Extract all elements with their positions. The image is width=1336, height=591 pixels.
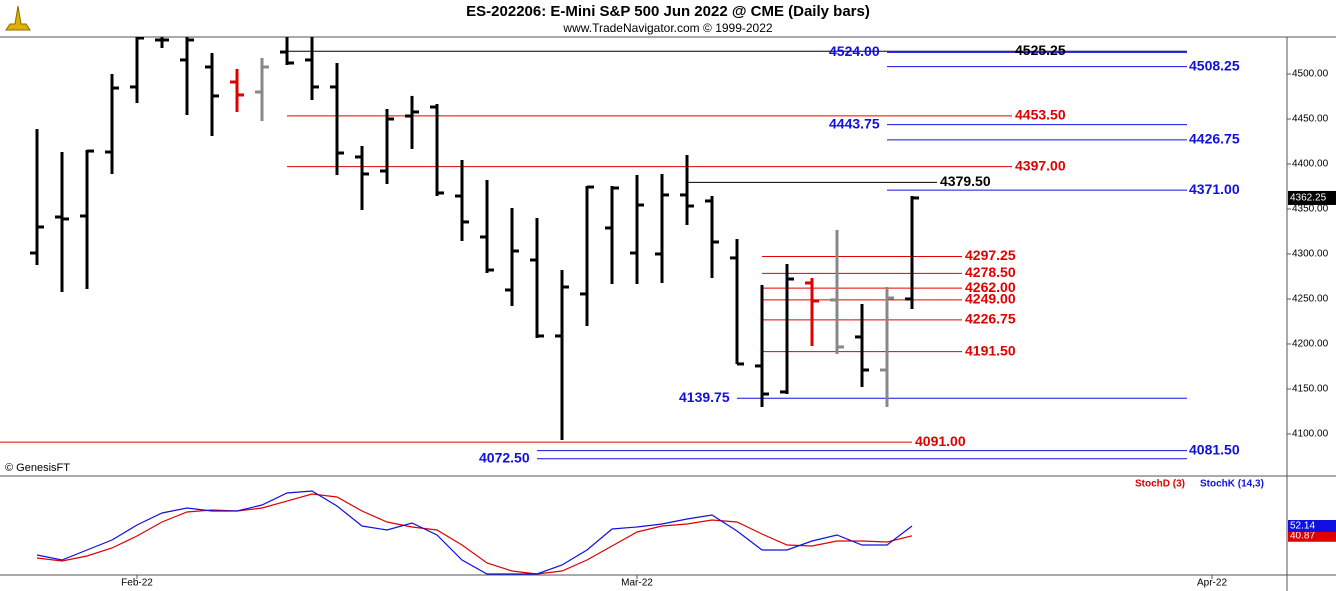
- last-value-label: 40.87: [1290, 530, 1315, 541]
- annotation: © GenesisFT: [5, 462, 70, 474]
- price-plot: [0, 37, 1187, 460]
- stoch-line: [36, 490, 913, 575]
- level-label: 4191.50: [965, 342, 1016, 358]
- level-label: 4443.75: [829, 115, 880, 131]
- level-label: 4249.00: [965, 291, 1016, 307]
- x-tick-label: Apr-22: [1197, 578, 1227, 589]
- level-label: 4072.50: [479, 449, 530, 465]
- chart-title: ES-202206: E-Mini S&P 500 Jun 2022 @ CME…: [466, 3, 870, 20]
- y-tick-label: 4200.00: [1292, 339, 1329, 350]
- level-label: 4081.50: [1189, 441, 1240, 457]
- y-tick-label: 4250.00: [1292, 294, 1329, 305]
- level-label: 4508.25: [1189, 57, 1240, 73]
- y-tick-label: 4500.00: [1292, 69, 1329, 80]
- legend-entry: StochD (3): [1135, 479, 1185, 490]
- last-price-label: 4362.25: [1290, 193, 1327, 204]
- logo: [5, 5, 31, 31]
- level-label: 4139.75: [679, 389, 730, 405]
- level-label: 4278.50: [965, 264, 1016, 280]
- last-value-label: 52.14: [1290, 521, 1315, 532]
- x-tick-label: Feb-22: [121, 578, 153, 589]
- level-label: 4226.75: [965, 311, 1016, 327]
- last-value-box: [1288, 529, 1336, 542]
- stoch-line: [36, 493, 913, 575]
- legend-entry: StochK (14,3): [1200, 479, 1264, 490]
- level-label: 4525.25: [1015, 42, 1066, 58]
- level-label: 4397.00: [1015, 157, 1066, 173]
- level-label: 4091.00: [915, 433, 966, 449]
- chart-subtitle: www.TradeNavigator.com © 1999-2022: [562, 21, 772, 35]
- x-tick-label: Mar-22: [621, 578, 653, 589]
- level-label: 4297.25: [965, 247, 1016, 263]
- stoch-plot: [36, 490, 913, 575]
- level-label: 4371.00: [1189, 181, 1240, 197]
- level-label: 4453.50: [1015, 107, 1066, 123]
- y-tick-label: 4100.00: [1292, 429, 1329, 440]
- y-tick-label: 4350.00: [1292, 204, 1329, 215]
- y-tick-label: 4450.00: [1292, 114, 1329, 125]
- level-label: 4426.75: [1189, 131, 1240, 147]
- level-label: 4524.00: [829, 43, 880, 59]
- last-value-box: [1288, 519, 1336, 532]
- y-tick-label: 4400.00: [1292, 159, 1329, 170]
- y-tick-label: 4300.00: [1292, 249, 1329, 260]
- level-label: 4379.50: [940, 173, 991, 189]
- y-tick-label: 4150.00: [1292, 384, 1329, 395]
- level-label: 4262.00: [965, 279, 1016, 295]
- last-price-box: [1288, 190, 1336, 205]
